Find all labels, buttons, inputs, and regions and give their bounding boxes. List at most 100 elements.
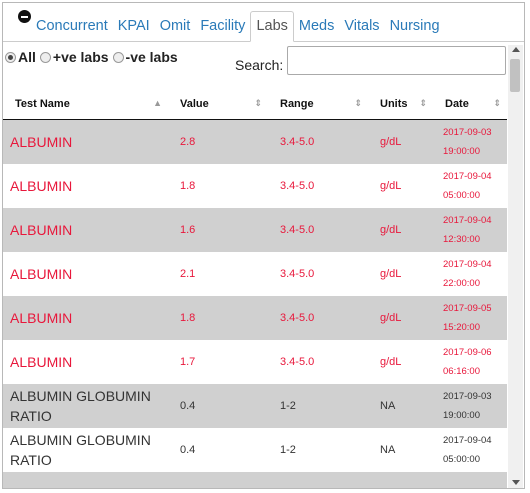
column-header-units[interactable]: Units ⇕	[368, 89, 433, 120]
value-cell: 2.1	[180, 267, 196, 280]
lab-filter-group: All +ve labs -ve labs	[5, 49, 182, 65]
vertical-scrollbar[interactable]	[508, 45, 523, 488]
column-header-date[interactable]: Date ⇕	[433, 89, 507, 120]
date-value: 2017-09-03	[443, 390, 492, 402]
range-cell	[268, 471, 368, 488]
table-header: Test Name ▲ Value ⇕ Range ⇕ Units ⇕ Date ⇕	[3, 89, 507, 120]
value-cell: 1.8	[168, 295, 268, 340]
date-cell: 2017-09-04 22:00:00	[433, 252, 507, 296]
range-cell: 1-2	[280, 443, 296, 456]
table-row[interactable]: ALBUMIN GLOBUMIN RATIO 0.4 1-2 NA 2017-09-04…	[3, 428, 507, 472]
units-cell: g/dL	[380, 355, 402, 368]
tab-facility[interactable]: Facility	[200, 18, 246, 34]
column-header-label: Value	[180, 98, 209, 110]
time-value: 12:30:00	[443, 233, 480, 245]
filter-negative-radio[interactable]	[112, 51, 124, 63]
minus-circle-icon[interactable]	[18, 10, 31, 23]
filter-all[interactable]: All	[5, 49, 36, 65]
table-row[interactable]: ALBUMIN 1.7 3.4-5.0 g/dL 2017-09-06 06:16:00	[3, 340, 507, 384]
time-value: 19:00:00	[443, 409, 480, 421]
filter-negative[interactable]: -ve labs	[112, 49, 178, 65]
sort-arrows-icon[interactable]: ⇕	[354, 98, 362, 108]
units-cell: g/dL	[380, 267, 402, 280]
test-name-cell: ALBUMIN	[10, 265, 73, 282]
value-cell	[168, 471, 268, 488]
test-name-cell: ALBUMIN	[3, 295, 168, 340]
time-value: 06:16:00	[443, 365, 480, 377]
scroll-down-arrow-icon[interactable]	[512, 480, 520, 485]
column-header-test-name[interactable]: Test Name ▲	[3, 89, 168, 120]
value-cell: 1.6	[168, 207, 268, 252]
units-cell: g/dL	[368, 207, 433, 252]
date-value: 2017-09-04	[443, 434, 492, 446]
column-header-label: Units	[380, 98, 408, 110]
units-cell	[368, 471, 433, 488]
column-header-value[interactable]: Value ⇕	[168, 89, 268, 120]
range-cell: 1-2	[268, 383, 368, 428]
filter-all-radio[interactable]	[5, 51, 16, 63]
sort-arrows-icon[interactable]: ▲	[153, 98, 162, 108]
date-value: 2017-09-04	[443, 170, 492, 182]
range-cell: 3.4-5.0	[268, 119, 368, 164]
time-value: 05:00:00	[443, 453, 480, 465]
filter-all-label: All	[18, 49, 36, 65]
range-cell: 3.4-5.0	[268, 207, 368, 252]
table-row[interactable]: ALBUMIN 1.6 3.4-5.0 g/dL 2017-09-04 12:30:00	[3, 207, 507, 252]
range-cell: 3.4-5.0	[280, 179, 315, 192]
time-value: 22:00:00	[443, 277, 480, 289]
tab-omit[interactable]: Omit	[159, 18, 191, 34]
date-value: 2017-09-03	[443, 126, 492, 138]
units-cell: g/dL	[368, 119, 433, 164]
tab-concurrent[interactable]: Concurrent	[36, 18, 108, 34]
table-row[interactable]: ALBUMIN GLOBUMIN RATIO 0.4 1-2 NA 2017-09-03…	[3, 383, 507, 428]
value-cell: 1.7	[180, 355, 196, 368]
date-cell: 2017-09-04 05:00:00	[433, 164, 507, 208]
units-cell: NA	[368, 383, 433, 428]
labs-table-container: Test Name ▲ Value ⇕ Range ⇕ Units ⇕ Date ⇕ ALBUMI…	[3, 89, 507, 488]
table-row[interactable]: ALBUMIN 2.8 3.4-5.0 g/dL 2017-09-03 19:00:00	[3, 119, 507, 164]
sort-arrows-icon[interactable]: ⇕	[493, 98, 501, 108]
tab-meds[interactable]: Meds	[298, 18, 335, 34]
table-row[interactable]: ALBUMIN 1.8 3.4-5.0 g/dL 2017-09-04 05:00:00	[3, 164, 507, 208]
table-row[interactable]: ALBUMIN GLOBUMIN 2017-09-04	[3, 471, 507, 488]
scroll-up-arrow-icon[interactable]	[512, 47, 520, 52]
sort-arrows-icon[interactable]: ⇕	[254, 98, 262, 108]
time-value: 15:20:00	[443, 321, 480, 333]
tab-nursing[interactable]: Nursing	[389, 18, 440, 34]
date-value: 2017-09-05	[443, 302, 492, 314]
range-cell: 3.4-5.0	[280, 267, 315, 280]
time-value: 05:00:00	[443, 189, 480, 201]
test-name-cell: ALBUMIN	[3, 207, 168, 252]
value-cell: 0.4	[168, 383, 268, 428]
test-name-cell: ALBUMIN	[10, 177, 73, 194]
date-cell: 2017-09-03 19:00:00	[433, 383, 507, 428]
units-cell: NA	[380, 443, 396, 456]
units-cell: g/dL	[368, 295, 433, 340]
date-cell: 2017-09-04	[433, 471, 507, 488]
date-value: 2017-09-04	[443, 214, 492, 226]
time-value: 19:00:00	[443, 145, 480, 157]
table-row[interactable]: ALBUMIN 2.1 3.4-5.0 g/dL 2017-09-04 22:00:00	[3, 252, 507, 296]
column-header-range[interactable]: Range ⇕	[268, 89, 368, 120]
filter-positive-radio[interactable]	[39, 51, 51, 63]
test-name-cell: ALBUMIN GLOBUMIN RATIO	[3, 383, 168, 428]
tab-kpai[interactable]: KPAI	[117, 18, 150, 34]
labs-panel: Concurrent KPAI Omit Facility Labs Meds Vitals…	[2, 2, 525, 489]
filter-positive[interactable]: +ve labs	[39, 49, 109, 65]
tab-vitals[interactable]: Vitals	[344, 18, 380, 34]
date-cell: 2017-09-04 12:30:00	[433, 207, 507, 252]
table-row[interactable]: ALBUMIN 1.8 3.4-5.0 g/dL 2017-09-05 15:20:00	[3, 295, 507, 340]
value-cell: 0.4	[180, 443, 196, 456]
filter-positive-label: +ve labs	[52, 49, 109, 65]
search-input[interactable]	[287, 46, 506, 75]
scrollbar-thumb[interactable]	[510, 59, 520, 92]
column-header-label: Date	[445, 98, 469, 110]
date-value: 2017-09-04	[443, 484, 507, 488]
sort-arrows-icon[interactable]: ⇕	[419, 98, 427, 108]
search-label: Search:	[235, 57, 284, 73]
column-header-label: Range	[280, 98, 314, 110]
range-cell: 3.4-5.0	[280, 355, 315, 368]
value-cell: 2.8	[168, 119, 268, 164]
date-value: 2017-09-04	[443, 258, 492, 270]
tab-labs[interactable]: Labs	[250, 11, 294, 42]
